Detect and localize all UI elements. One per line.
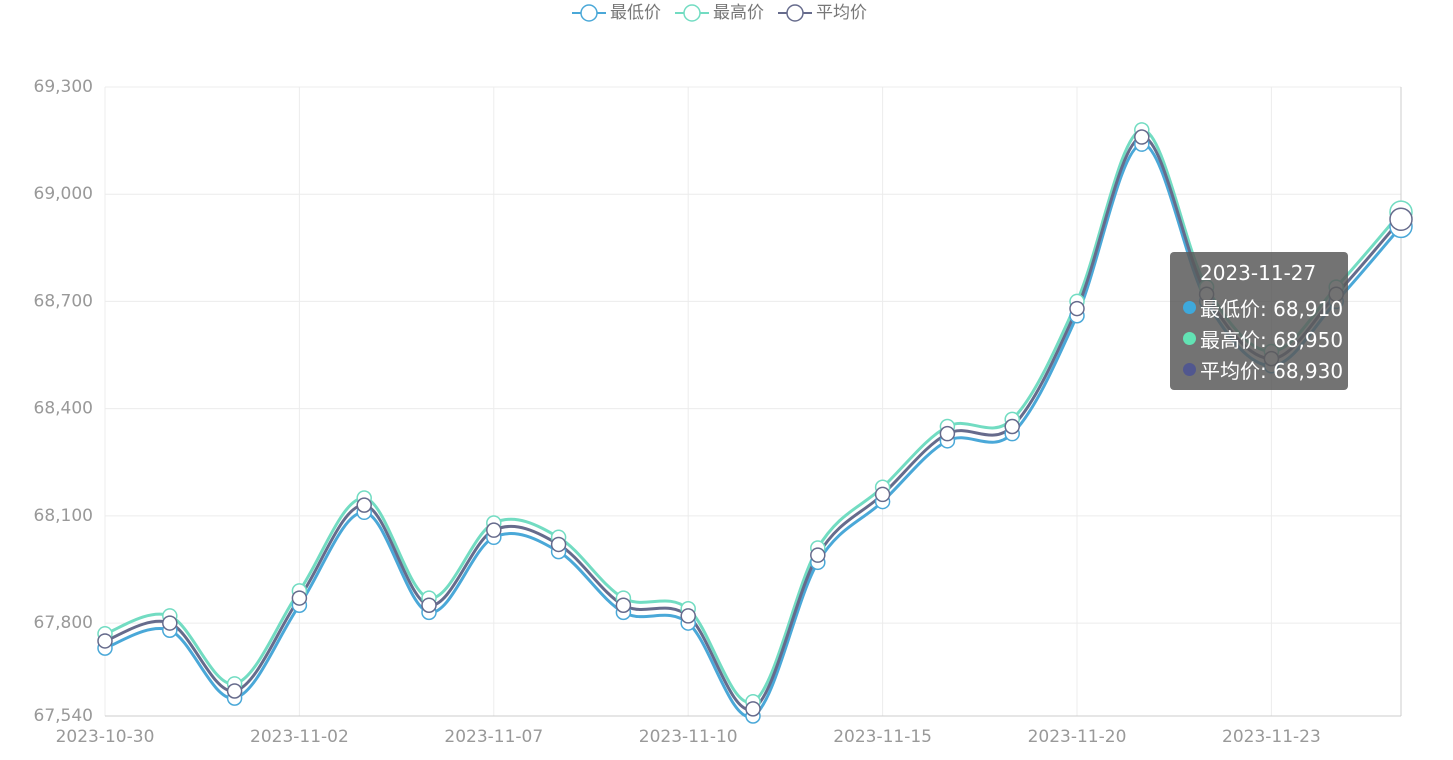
point xyxy=(1134,129,1150,145)
tooltip-text: 最低价: 68,910 xyxy=(1200,297,1344,321)
point xyxy=(97,633,113,649)
point xyxy=(680,608,696,624)
tooltip-row: 平均价: 68,930 xyxy=(1180,354,1348,385)
y-tick-label: 69,000 xyxy=(34,184,93,204)
y-tick-label: 68,700 xyxy=(34,291,93,311)
series-line xyxy=(104,142,1403,719)
point xyxy=(486,522,502,538)
tooltip-row: 最高价: 68,950 xyxy=(1180,323,1348,354)
legend-icon xyxy=(683,4,701,22)
tooltip-text: 最高价: 68,950 xyxy=(1200,328,1344,352)
point xyxy=(356,497,372,513)
x-tick-label: 2023-11-15 xyxy=(833,727,932,747)
point xyxy=(1004,418,1020,435)
tooltip-title: 2023-11-27 xyxy=(1200,261,1317,285)
point xyxy=(550,536,567,553)
y-tick-label: 69,300 xyxy=(34,77,93,97)
tooltip-marker xyxy=(1183,363,1196,376)
x-tick-label: 2023-11-02 xyxy=(250,727,349,747)
legend-label: 最高价 xyxy=(713,3,764,23)
point xyxy=(939,425,956,442)
point xyxy=(1069,300,1085,317)
tooltip-marker xyxy=(1183,332,1196,345)
tooltip-row: 最低价: 68,910 xyxy=(1180,292,1348,323)
legend-icon xyxy=(580,4,598,22)
y-tick-label: 68,400 xyxy=(34,399,93,419)
point xyxy=(745,701,761,717)
y-tick-label: 68,100 xyxy=(34,506,93,526)
point xyxy=(291,590,308,606)
point xyxy=(1389,207,1413,231)
tooltip: 2023-11-27 最低价: 68,910 最高价: 68,950 平均价: 68… xyxy=(1170,252,1348,390)
point xyxy=(615,597,632,613)
x-tick-label: 2023-11-07 xyxy=(444,727,543,747)
x-tick-label: 2023-10-30 xyxy=(56,727,155,747)
x-tick-label: 2023-11-10 xyxy=(639,727,738,747)
y-tick-label: 67,540 xyxy=(34,706,93,726)
point xyxy=(874,486,891,503)
x-tick-label: 2023-11-20 xyxy=(1028,727,1127,747)
point xyxy=(810,547,826,563)
tooltip-marker xyxy=(1183,301,1196,314)
legend-label: 平均价 xyxy=(816,3,867,23)
series-line xyxy=(104,128,1403,704)
point xyxy=(421,597,437,613)
x-tick-label: 2023-11-23 xyxy=(1222,727,1321,747)
point xyxy=(162,615,178,631)
point xyxy=(226,683,243,699)
legend-label: 最低价 xyxy=(610,3,661,23)
y-tick-label: 67,800 xyxy=(34,613,93,633)
legend-icon xyxy=(786,4,804,22)
series-line xyxy=(104,135,1403,711)
tooltip-text: 平均价: 68,930 xyxy=(1200,359,1344,383)
